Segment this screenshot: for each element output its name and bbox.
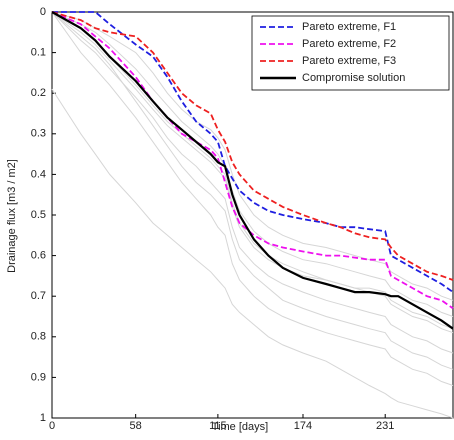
member-line xyxy=(51,88,454,419)
x-tick-label: 231 xyxy=(376,420,394,432)
member-line xyxy=(51,11,454,330)
y-tick-label: 0.6 xyxy=(31,250,46,262)
y-tick-label: 0.5 xyxy=(31,209,46,221)
series-line xyxy=(51,11,454,281)
y-tick-label: 0.3 xyxy=(31,128,46,140)
y-tick-label: 0.7 xyxy=(31,290,46,302)
x-axis-title: Time [days] xyxy=(212,421,268,433)
member-line xyxy=(51,11,454,301)
y-tick-label: 0.9 xyxy=(31,371,46,383)
member-line xyxy=(51,11,454,354)
x-tick-label: 174 xyxy=(294,420,312,432)
y-axis-title: Drainage flux [m3 / m2] xyxy=(6,159,18,273)
member-line xyxy=(51,11,454,386)
legend-label: Pareto extreme, F2 xyxy=(302,38,396,50)
legend-label: Pareto extreme, F1 xyxy=(302,21,396,33)
x-tick-label: 0 xyxy=(49,420,55,432)
legend-label: Compromise solution xyxy=(302,72,405,84)
x-tick-label: 115 xyxy=(209,420,227,432)
member-line xyxy=(51,11,454,370)
series-line xyxy=(52,11,454,293)
y-tick-label: 1 xyxy=(40,412,46,424)
legend-label: Pareto extreme, F3 xyxy=(302,55,396,67)
member-line xyxy=(51,11,454,317)
y-tick-label: 0.8 xyxy=(31,331,46,343)
y-tick-label: 0.4 xyxy=(31,168,46,180)
member-line xyxy=(51,11,454,334)
y-tick-label: 0.1 xyxy=(31,47,46,59)
x-tick-label: 58 xyxy=(130,420,142,432)
y-tick-label: 0 xyxy=(40,6,46,18)
y-tick-label: 0.2 xyxy=(31,87,46,99)
series-line xyxy=(51,11,454,330)
